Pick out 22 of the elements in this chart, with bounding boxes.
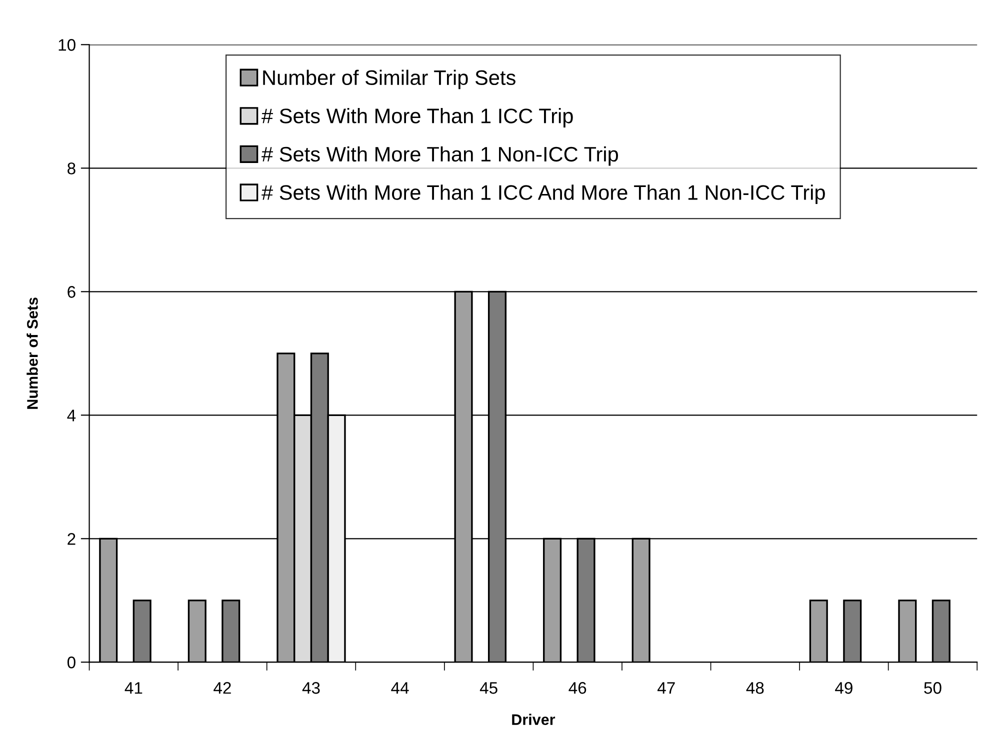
x-tick-label: 41: [124, 682, 142, 694]
x-tick-label: 48: [746, 682, 764, 694]
legend-label: # Sets With More Than 1 Non-ICC Trip: [262, 146, 618, 166]
legend-label: # Sets With More Than 1 ICC Trip: [262, 108, 573, 128]
y-tick-label: 10: [58, 39, 76, 51]
y-tick-label: 8: [68, 162, 76, 174]
x-tick-label: 44: [391, 682, 409, 694]
y-tick-label: 6: [68, 286, 76, 298]
x-tick-label: 45: [480, 682, 498, 694]
x-tick-label: 47: [657, 682, 675, 694]
y-tick-label: 2: [68, 533, 76, 545]
x-tick-label: 43: [302, 682, 320, 694]
y-tick-label: 4: [67, 410, 76, 422]
x-tick-label: 49: [835, 682, 852, 694]
x-tick-label: 42: [214, 682, 231, 694]
y-axis-title: Number of Sets: [26, 298, 38, 409]
legend-label: Number of Similar Trip Sets: [263, 70, 516, 90]
x-axis-title: Driver: [512, 714, 556, 726]
x-tick-label: 50: [924, 682, 942, 694]
y-tick-label: 0: [67, 656, 76, 668]
legend-label: # Sets With More Than 1 ICC And More Than 1 Non-ICC Trip: [262, 184, 825, 204]
x-tick-label: 46: [568, 682, 586, 694]
